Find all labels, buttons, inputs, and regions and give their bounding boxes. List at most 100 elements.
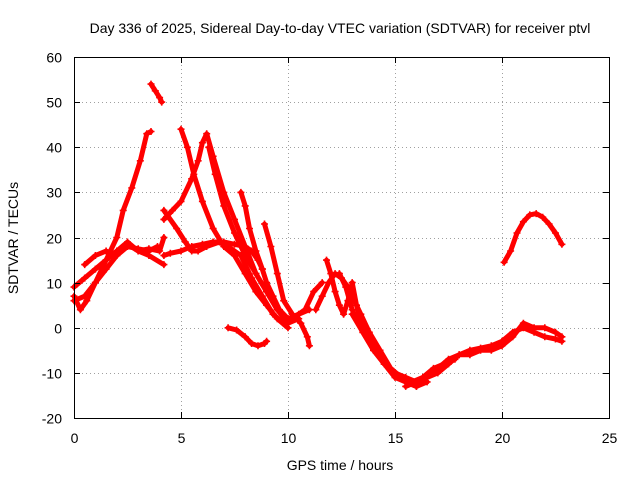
y-tick-label: -20 [42, 411, 62, 427]
data-point-marker [209, 238, 217, 246]
data-point-marker [91, 265, 99, 273]
data-point-marker [220, 202, 228, 210]
data-point-marker [335, 270, 343, 278]
data-point-marker [143, 130, 151, 138]
data-point-marker [177, 197, 185, 205]
data-point-marker [136, 157, 144, 165]
data-series [70, 80, 566, 390]
data-point-marker [241, 252, 249, 259]
data-point-marker [231, 215, 238, 223]
x-axis-label: GPS time / hours [287, 457, 394, 473]
data-point-marker [166, 249, 174, 257]
data-point-marker [252, 270, 260, 278]
axis-ticks: 0 5 10 15 20 25 -20 -10 0 10 20 30 40 50 60 [42, 50, 618, 447]
data-point-marker [519, 218, 527, 226]
data-point-marker [258, 265, 266, 273]
data-point-marker [539, 213, 547, 221]
y-tick-label: 10 [46, 276, 62, 292]
y-axis-label: SDTVAR / TECUs [5, 182, 21, 294]
data-point-marker [507, 247, 515, 255]
data-point-marker [81, 292, 89, 300]
series-line-arc-18 [403, 320, 565, 389]
data-point-marker [297, 319, 305, 327]
data-point-marker [241, 333, 249, 341]
data-point-marker [402, 373, 410, 381]
data-point-marker [241, 202, 249, 210]
y-tick-label: 0 [54, 321, 62, 337]
data-point-marker [526, 211, 534, 219]
y-tick-label: 40 [46, 140, 62, 156]
series-line-arc-12 [262, 221, 312, 349]
data-point-marker [288, 310, 296, 318]
data-point-marker [147, 80, 155, 88]
data-point-marker [434, 364, 442, 372]
data-point-marker [173, 225, 181, 232]
data-point-marker [248, 340, 256, 347]
series-line-arc-6 [161, 131, 312, 322]
data-point-marker [340, 310, 348, 318]
x-tick-label: 0 [71, 430, 79, 446]
data-point-marker [160, 252, 168, 259]
data-point-marker [267, 243, 275, 250]
x-tick-label: 15 [388, 430, 404, 446]
data-point-marker [558, 333, 566, 341]
data-point-marker [181, 238, 189, 246]
data-point-marker [209, 225, 217, 232]
data-point-marker [412, 378, 420, 386]
x-tick-label: 25 [602, 430, 618, 446]
data-point-marker [280, 297, 288, 305]
data-point-marker [312, 306, 320, 314]
y-tick-label: 50 [46, 95, 62, 111]
data-point-marker [160, 234, 168, 241]
data-point-marker [310, 288, 318, 296]
y-tick-label: -10 [42, 366, 62, 382]
data-point-marker [357, 310, 365, 318]
data-point-marker [269, 292, 277, 300]
series-arc-19 [500, 210, 566, 266]
data-point-marker [376, 346, 384, 354]
data-point-marker [160, 215, 168, 223]
data-point-marker [500, 258, 508, 266]
data-point-marker [194, 247, 202, 255]
data-point-marker [254, 342, 262, 350]
data-point-marker [545, 220, 553, 228]
series-line-arc-19 [501, 211, 565, 265]
data-point-marker [318, 279, 326, 287]
data-point-marker [303, 333, 311, 341]
series-arc-11 [237, 188, 292, 323]
data-point-marker [380, 360, 388, 368]
data-point-marker [301, 306, 309, 314]
data-point-marker [168, 206, 176, 214]
data-point-marker [237, 188, 245, 196]
data-point-marker [323, 256, 330, 264]
data-point-marker [151, 87, 159, 95]
data-point-marker [342, 283, 350, 291]
data-point-marker [119, 206, 127, 214]
data-point-marker [198, 139, 206, 147]
data-point-marker [335, 301, 343, 309]
data-point-marker [331, 288, 339, 296]
series-line-arc-3 [71, 129, 154, 304]
series-arc-18 [402, 319, 566, 390]
data-point-marker [91, 252, 99, 259]
data-point-marker [263, 337, 271, 345]
data-point-marker [224, 324, 232, 332]
data-point-marker [445, 355, 452, 363]
data-point-marker [273, 270, 281, 278]
data-point-marker [231, 229, 238, 237]
data-point-marker [160, 206, 168, 214]
data-point-marker [552, 335, 559, 343]
series-arc-2 [81, 234, 168, 269]
series-arc-13 [224, 324, 271, 350]
data-point-marker [147, 128, 155, 135]
y-tick-label: 20 [46, 231, 62, 247]
data-point-marker [552, 328, 559, 336]
data-point-marker [198, 240, 206, 248]
y-tick-label: 60 [46, 50, 62, 66]
data-point-marker [305, 342, 313, 350]
data-point-marker [509, 333, 517, 341]
series-arc-9 [177, 125, 292, 332]
data-point-marker [188, 243, 196, 250]
x-tick-label: 10 [281, 430, 297, 446]
